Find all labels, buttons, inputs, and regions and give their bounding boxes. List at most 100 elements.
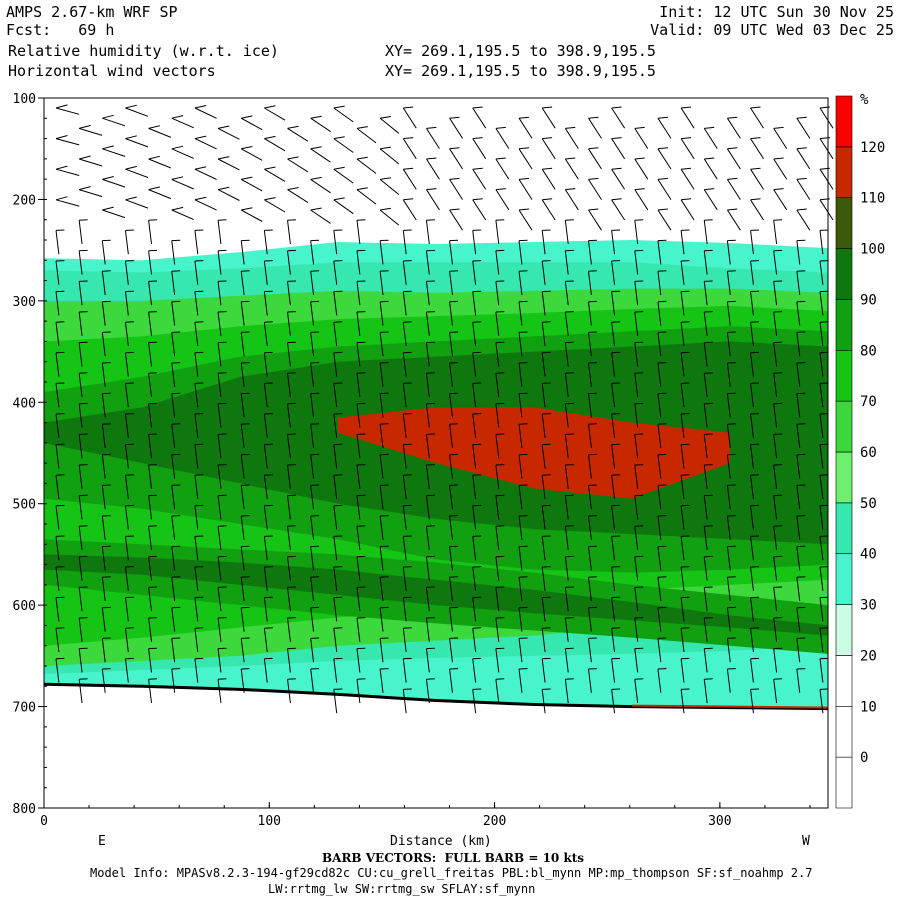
wind-barb bbox=[379, 146, 400, 165]
colorbar-label: 50 bbox=[860, 496, 877, 512]
wind-barb bbox=[680, 382, 690, 408]
wind-barb bbox=[217, 402, 227, 428]
wind-barb bbox=[796, 637, 806, 663]
wind-barb bbox=[263, 229, 273, 255]
model-title: AMPS 2.67-km WRF SP bbox=[6, 3, 178, 21]
wind-barb bbox=[796, 576, 806, 602]
wind-barb bbox=[356, 402, 366, 428]
wind-barb bbox=[634, 341, 644, 367]
wind-barb bbox=[541, 321, 551, 347]
wind-barb bbox=[726, 576, 736, 602]
wind-barb bbox=[78, 433, 88, 459]
wind-barb bbox=[773, 157, 788, 180]
wind-barb bbox=[287, 187, 309, 203]
wind-barb bbox=[263, 290, 273, 316]
wind-barb bbox=[449, 116, 463, 139]
plot-frame bbox=[43, 97, 829, 809]
wind-barb bbox=[379, 453, 389, 479]
x-end-label-left: E bbox=[98, 834, 106, 849]
wind-barb bbox=[148, 249, 158, 275]
wind-barb bbox=[703, 311, 713, 336]
wind-barb bbox=[587, 453, 597, 479]
colorbar-swatch bbox=[835, 248, 853, 300]
wind-barb bbox=[263, 351, 273, 377]
wind-barb bbox=[425, 555, 435, 581]
wind-barb bbox=[634, 464, 644, 489]
wind-barb bbox=[217, 555, 227, 581]
wind-barb bbox=[726, 423, 736, 449]
wind-barb bbox=[264, 135, 286, 152]
wind-barb bbox=[564, 126, 579, 149]
wind-barb bbox=[287, 525, 296, 551]
wind-barb bbox=[402, 657, 412, 683]
wind-barb bbox=[703, 157, 718, 180]
wind-barb bbox=[217, 525, 227, 551]
wind-barb bbox=[194, 290, 204, 316]
wind-barb bbox=[564, 494, 574, 520]
wind-barb bbox=[194, 382, 204, 408]
init-time: Init: 12 UTC Sun 30 Nov 25 bbox=[659, 3, 894, 21]
wind-barb bbox=[217, 311, 227, 336]
wind-barb bbox=[680, 260, 690, 285]
wind-barb bbox=[240, 453, 250, 479]
wind-barb bbox=[796, 515, 806, 540]
wind-barb bbox=[472, 167, 487, 190]
wind-barb bbox=[449, 515, 459, 540]
terrain-mask bbox=[44, 684, 828, 808]
wind-barb bbox=[217, 186, 240, 201]
wind-barb bbox=[263, 474, 273, 500]
wind-barb bbox=[287, 280, 296, 306]
wind-barb bbox=[634, 249, 644, 275]
wind-barb bbox=[611, 474, 621, 500]
wind-barb bbox=[124, 596, 134, 622]
y-tick-label: 700 bbox=[13, 701, 36, 716]
wind-barb bbox=[333, 166, 354, 184]
colorbar-label: 80 bbox=[860, 343, 877, 359]
wind-barb bbox=[79, 186, 103, 198]
wind-barb bbox=[217, 494, 227, 520]
wind-barb bbox=[240, 576, 250, 602]
wind-barb bbox=[680, 106, 695, 129]
wind-barb bbox=[55, 321, 65, 347]
wind-barb bbox=[587, 362, 597, 387]
wind-barb bbox=[726, 116, 741, 139]
wind-barb bbox=[726, 637, 736, 663]
wind-barb bbox=[379, 116, 400, 134]
wind-barb bbox=[449, 239, 459, 265]
wind-barb bbox=[796, 392, 806, 418]
wind-barb bbox=[796, 484, 806, 510]
wind-barb bbox=[124, 566, 134, 591]
wind-barb bbox=[703, 494, 713, 520]
wind-barb bbox=[518, 423, 528, 449]
wind-barb bbox=[55, 627, 65, 653]
wind-barb bbox=[78, 402, 88, 428]
wind-barb bbox=[518, 545, 528, 571]
wind-barb bbox=[611, 566, 621, 591]
wind-barb bbox=[264, 105, 286, 121]
wind-barb bbox=[703, 555, 713, 581]
wind-barb bbox=[194, 351, 204, 377]
wind-barb bbox=[680, 351, 690, 377]
y-tick-label: 200 bbox=[13, 193, 36, 208]
wind-barb bbox=[680, 413, 690, 438]
wind-barb bbox=[55, 165, 80, 176]
wind-barb bbox=[287, 647, 296, 673]
wind-barb bbox=[333, 260, 343, 285]
wind-barb bbox=[287, 433, 296, 459]
wind-barb bbox=[379, 392, 389, 418]
wind-barb bbox=[449, 147, 463, 170]
wind-barb bbox=[773, 280, 783, 306]
wind-barb bbox=[287, 125, 309, 142]
wind-barb bbox=[541, 413, 551, 438]
wind-barb bbox=[680, 688, 690, 714]
wind-barb bbox=[773, 678, 783, 704]
wind-barb bbox=[657, 177, 672, 200]
wind-barb bbox=[263, 260, 273, 285]
wind-barb bbox=[657, 208, 672, 231]
colorbar-label: 120 bbox=[860, 140, 885, 156]
wind-barb bbox=[263, 596, 273, 622]
wind-barb bbox=[194, 443, 204, 469]
wind-barb bbox=[472, 413, 482, 438]
wind-barb bbox=[564, 647, 574, 673]
wind-barb bbox=[333, 321, 343, 347]
